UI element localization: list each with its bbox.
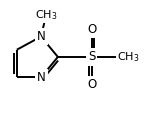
Text: O: O [87, 23, 96, 36]
Text: N: N [37, 30, 45, 43]
Text: CH$_3$: CH$_3$ [35, 8, 57, 22]
Text: S: S [88, 50, 95, 63]
Text: O: O [87, 78, 96, 91]
Text: CH$_3$: CH$_3$ [117, 50, 140, 64]
Text: N: N [37, 71, 45, 84]
